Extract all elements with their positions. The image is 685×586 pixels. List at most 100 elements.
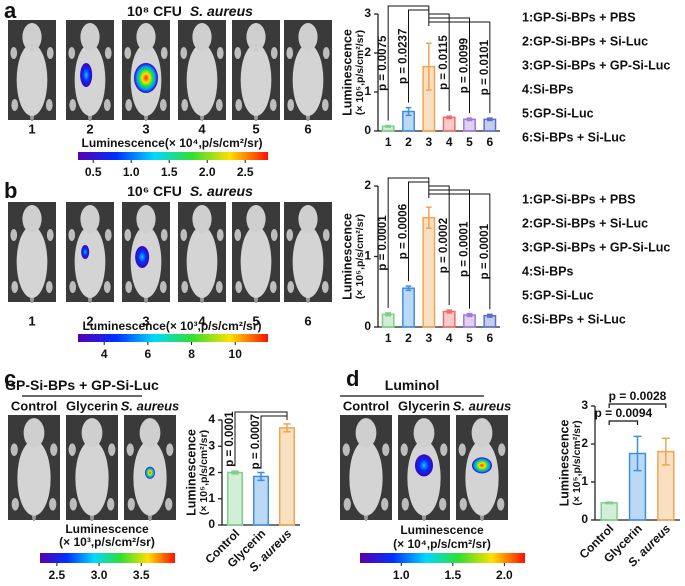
mouse-label: 5	[252, 313, 259, 328]
signal-spot	[145, 466, 155, 479]
panel-letter: a	[4, 0, 17, 23]
mouse-limb	[343, 497, 351, 511]
y-tick-label: 1	[364, 84, 371, 98]
mouse-head	[80, 205, 100, 233]
mouse-limb	[216, 229, 224, 241]
mouse-limb	[103, 99, 111, 111]
p-value: p = 0.0099	[459, 38, 471, 93]
mouse-limb	[321, 99, 329, 111]
error-bar	[466, 312, 473, 318]
y-tick-label: 1	[581, 474, 588, 488]
mouse-label: 4	[198, 313, 206, 328]
mouse-image	[66, 202, 114, 303]
heading-part: Luminol	[385, 377, 439, 393]
colorbar-title: Luminescence	[65, 522, 149, 536]
p-value: p = 0.0101	[479, 39, 491, 95]
mouse-limb	[68, 229, 76, 241]
mouse-label: Control	[11, 398, 57, 413]
mouse-image	[340, 415, 392, 521]
mouse-limb	[10, 229, 18, 241]
mouse-head	[22, 23, 42, 51]
mouse-label: 2	[86, 121, 93, 136]
mouse-limb	[69, 99, 77, 111]
mouse-limb	[103, 281, 111, 293]
mouse-image	[8, 20, 56, 121]
mouse-limb	[215, 281, 223, 293]
mouse-limb	[46, 47, 54, 59]
mouse-limb	[124, 47, 132, 59]
mouse-limb	[270, 229, 278, 241]
mouse-limb	[124, 229, 132, 241]
mouse-limb	[69, 497, 77, 511]
y-tick-label: 2	[208, 465, 215, 479]
error-bar	[661, 437, 670, 466]
legend-entry: 2:GP-Si-BPs + Si-Luc	[522, 216, 648, 230]
mouse-limb	[165, 497, 173, 511]
mouse-label: 5	[252, 121, 259, 136]
significance-bracket	[428, 17, 470, 114]
colorbar-tick-label: 1.0	[393, 568, 410, 582]
mouse-limb	[69, 281, 77, 293]
mouse-label: 3	[142, 121, 149, 136]
mouse-limb	[497, 497, 505, 511]
panel-heading: Luminol	[385, 377, 439, 393]
legend-entry: 3:GP-Si-BPs + GP-Si-Luc	[522, 240, 670, 254]
mouse-head	[298, 205, 318, 233]
panel-letter: d	[346, 366, 359, 391]
mouse-label: Glycerin	[66, 398, 118, 413]
y-tick-label: 0	[208, 517, 215, 531]
colorbar-title: Luminescence	[400, 523, 484, 537]
panel-heading: GP-Si-BPs + GP-Si-Luc	[5, 377, 159, 393]
error-bar	[605, 501, 614, 505]
mouse-image	[284, 20, 332, 121]
mouse-limb	[321, 281, 329, 293]
legend-entry: 5:GP-Si-Luc	[522, 288, 594, 302]
mouse-head	[246, 23, 266, 51]
mouse-limb	[104, 47, 112, 59]
mouse-limb	[235, 99, 243, 111]
panel-letter: c	[4, 366, 16, 391]
significance-bracket	[608, 403, 667, 408]
error-bar	[425, 42, 432, 91]
mouse-body	[292, 44, 324, 116]
mouse-limb	[269, 281, 277, 293]
colorbar-tick-label: 3.5	[133, 568, 150, 582]
mouse-limb	[322, 47, 330, 59]
colorbar-tick-label: 2.5	[49, 568, 66, 582]
mouse-body	[186, 226, 218, 298]
p-value: p = 0.0001	[224, 411, 236, 467]
significance-bracket	[428, 193, 491, 310]
colorbar-title: (× 10³,p/s/cm²/sr)	[59, 535, 155, 549]
error-bar	[257, 471, 265, 482]
mouse-body	[75, 440, 109, 516]
panel-letter: b	[4, 178, 17, 203]
mouse-limb	[125, 281, 133, 293]
mouse-head	[23, 418, 45, 448]
heading-part: 10⁶ CFU	[127, 183, 182, 199]
mouse-head	[81, 418, 103, 448]
mouse-image	[232, 202, 280, 303]
legend-entry: 3:GP-Si-BPs + GP-Si-Luc	[522, 58, 670, 72]
bar	[252, 475, 270, 526]
mouse-label: 6	[304, 121, 311, 136]
p-value: p = 0.0002	[438, 218, 450, 273]
mouse-limb	[50, 443, 58, 456]
error-bar	[405, 285, 412, 292]
legend-entry: 5:GP-Si-Luc	[522, 106, 594, 120]
mouse-limb	[381, 497, 389, 511]
colorbar-tick-label: 2.5	[237, 165, 254, 179]
mouse-limb	[270, 47, 278, 59]
mouse-limb	[215, 99, 223, 111]
significance-bracket	[234, 411, 288, 467]
signal-spot	[80, 63, 93, 87]
mouse-image	[178, 202, 226, 303]
colorbar-tick-label: 10	[229, 347, 243, 361]
mouse-limb	[160, 229, 168, 241]
mouse-limb	[11, 281, 19, 293]
error-bar	[385, 124, 392, 128]
mouse-limb	[11, 497, 19, 511]
panel-heading: 10⁶ CFU S. aureus	[127, 183, 253, 199]
mouse-label: 3	[142, 313, 149, 328]
p-value: p = 0.0075	[377, 35, 389, 91]
